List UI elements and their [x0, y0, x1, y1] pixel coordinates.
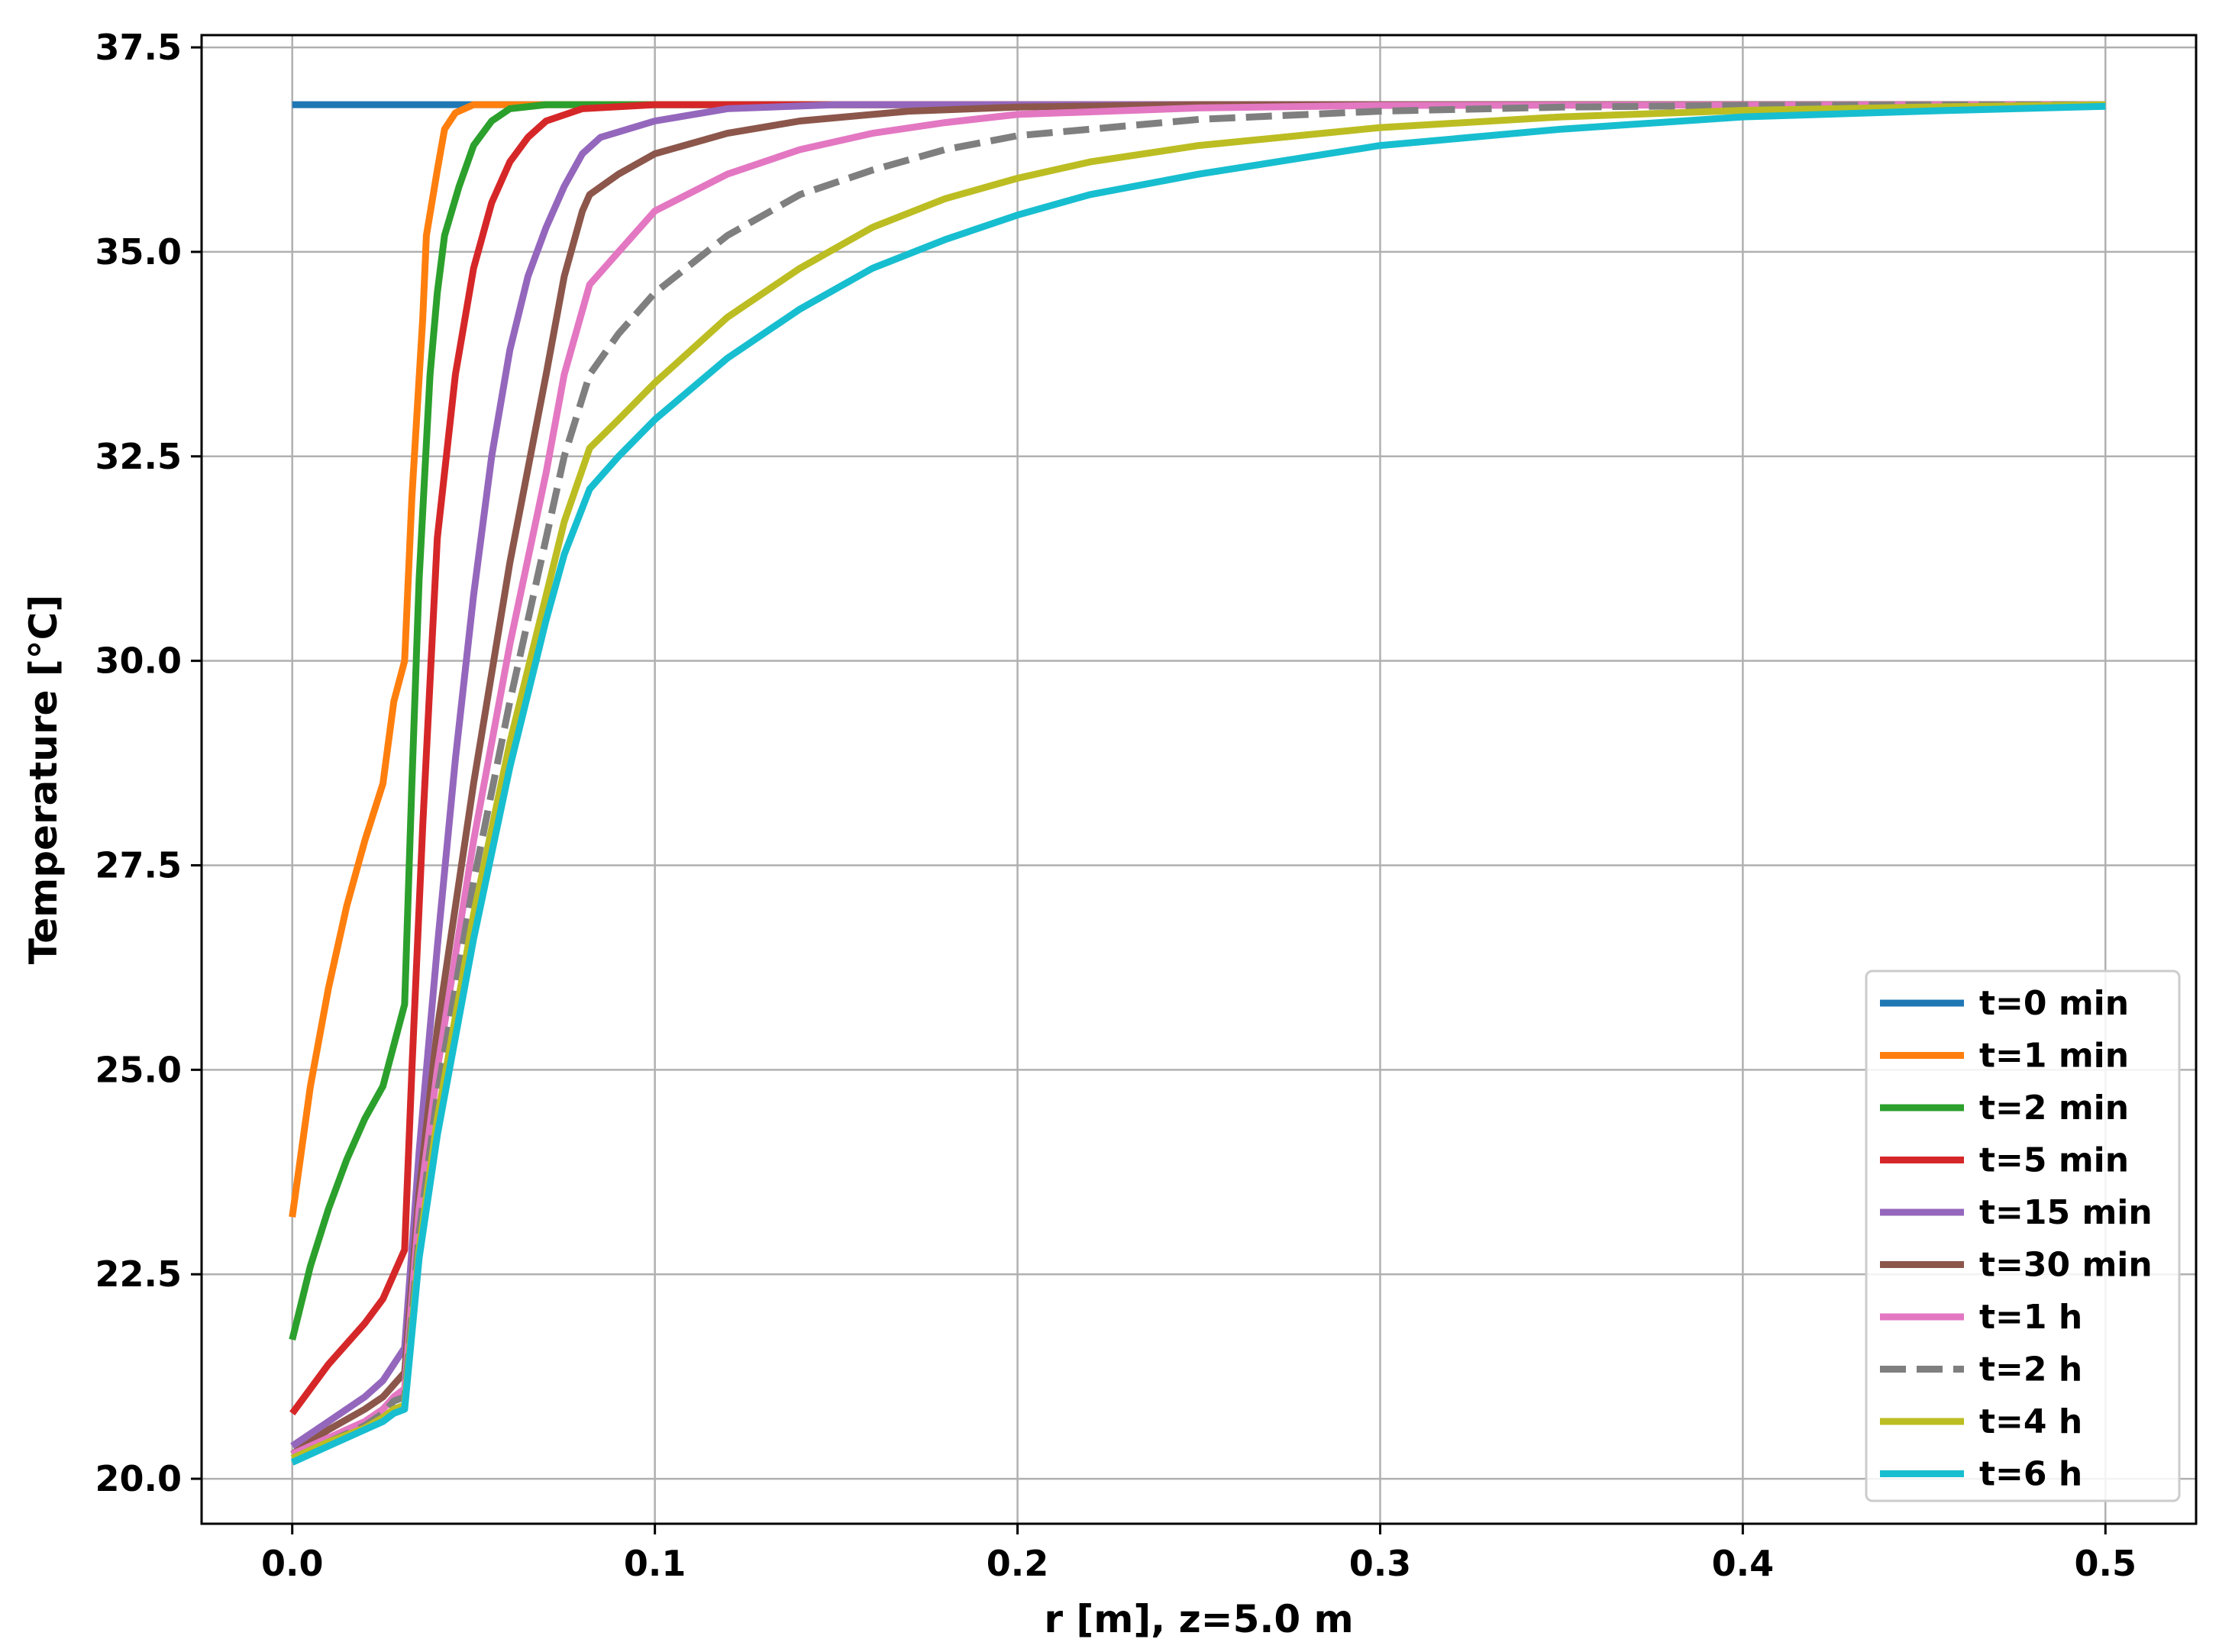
x-tick-label: 0.4: [1712, 1543, 1775, 1584]
y-tick-label: 25.0: [95, 1049, 182, 1090]
series-line: [289, 101, 2106, 1218]
series-line: [289, 101, 2106, 1341]
legend-label: t=2 h: [1979, 1350, 2082, 1389]
y-tick-label: 20.0: [95, 1458, 182, 1499]
y-tick-label: 35.0: [95, 231, 182, 273]
y-tick-label: 22.5: [95, 1254, 182, 1295]
y-tick-label: 32.5: [95, 436, 182, 477]
plot-frame: [200, 34, 2198, 1525]
legend-label: t=30 min: [1979, 1246, 2153, 1285]
x-axis-label: r [m], z=5.0 m: [1044, 1597, 1353, 1641]
legend-label: t=0 min: [1979, 984, 2129, 1023]
legend-label: t=6 h: [1979, 1455, 2082, 1494]
legend-label: t=4 h: [1979, 1402, 2082, 1441]
x-tick-label: 0.3: [1349, 1543, 1412, 1584]
series-line: [290, 101, 2106, 1462]
legend-label: t=1 h: [1979, 1298, 2082, 1337]
x-tick-label: 0.2: [987, 1543, 1049, 1584]
axis-ticks: 0.0 0.1 0.2 0.3 0.4 0.5 20.0 22.5 25.0 27.5 30.0 32…: [95, 27, 2137, 1584]
legend: t=0 min t=1 min t=2 min t=5 min t=15 min t=30…: [1865, 970, 2181, 1502]
series-line: [290, 101, 2106, 1462]
y-tick-label: 27.5: [95, 845, 182, 886]
legend-label: t=2 min: [1979, 1089, 2129, 1128]
legend-label: t=5 min: [1979, 1141, 2129, 1180]
x-tick-label: 0.0: [261, 1543, 324, 1584]
series-line: [290, 101, 2106, 1457]
y-axis-label: Temperature [°C]: [21, 595, 66, 964]
y-tick-label: 37.5: [95, 27, 182, 68]
legend-label: t=15 min: [1979, 1193, 2153, 1232]
x-tick-label: 0.1: [624, 1543, 686, 1584]
y-tick-label: 30.0: [95, 640, 182, 682]
series-line: [290, 101, 2106, 1449]
x-tick-label: 0.5: [2075, 1543, 2137, 1584]
legend-label: t=1 min: [1979, 1037, 2129, 1076]
series-lines: [289, 101, 2106, 1466]
series-line: [290, 102, 2106, 1466]
legend-box: [1865, 970, 2181, 1502]
series-line: [289, 101, 2106, 1416]
series-line: [290, 101, 2106, 1458]
